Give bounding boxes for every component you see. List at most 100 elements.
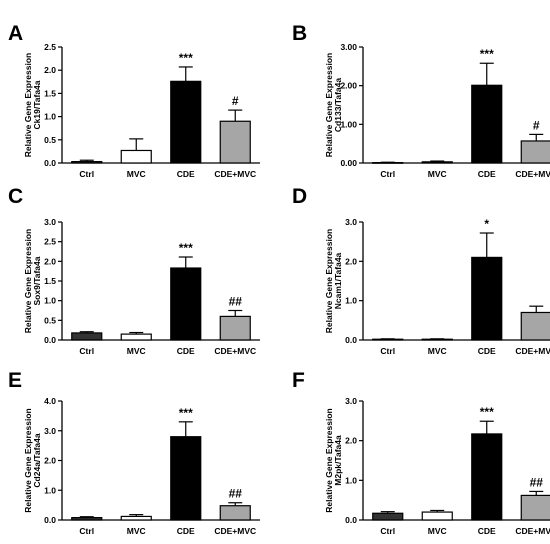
significance-mark: * — [484, 217, 489, 231]
y-tick-label: 2.0 — [345, 256, 357, 266]
y-tick-label: 3.0 — [345, 396, 357, 406]
bar-ctrl — [71, 161, 103, 164]
y-tick-label: 1.5 — [44, 276, 56, 286]
y-tick-label: 2.5 — [44, 42, 56, 52]
x-tick-label: MVC — [127, 526, 146, 536]
y-tick-label: 0.5 — [44, 315, 56, 325]
bar-cde-mvc — [520, 494, 550, 521]
x-tick-label: MVC — [428, 526, 447, 536]
x-tick-label: CDE+MVC — [214, 526, 256, 536]
panel-f: F Relative Gene Expression M2pk/Tafa4a 0.0 1… — [292, 369, 550, 536]
bar-cde — [471, 84, 503, 164]
y-axis-label-gene: Cd133/Tafa4a — [333, 78, 343, 132]
x-tick-label: Ctrl — [380, 169, 395, 179]
y-axis-label: Relative Gene Expression — [23, 229, 33, 333]
bar-cde — [471, 433, 503, 521]
x-tick-label: CDE+MVC — [515, 526, 550, 536]
y-axis-label: Relative Gene Expression — [324, 53, 334, 157]
significance-mark: *** — [179, 241, 193, 255]
x-tick-label: Ctrl — [79, 169, 94, 179]
panel-letter: F — [292, 369, 305, 392]
bar-cde-mvc — [219, 315, 251, 341]
x-tick-label: CDE+MVC — [214, 346, 256, 356]
x-tick-label: MVC — [428, 169, 447, 179]
bar-ctrl — [71, 332, 103, 341]
x-tick-label: Ctrl — [380, 526, 395, 536]
y-tick-label: 2.00 — [340, 81, 357, 91]
y-tick-label: 0.0 — [44, 158, 56, 168]
bar-ctrl — [372, 512, 404, 521]
panel-c: C Relative Gene Expression Sox9/Tafa4a 0.0 0… — [8, 185, 260, 356]
y-tick-label: 1.0 — [44, 112, 56, 122]
bar-cde — [170, 436, 202, 521]
y-tick-label: 2.5 — [44, 237, 56, 247]
bar-mvc — [421, 161, 453, 164]
panel-b: B Relative Gene Expression Cd133/Tafa4a 0.0… — [292, 22, 550, 179]
y-tick-label: 1.00 — [340, 119, 357, 129]
panel-letter: D — [292, 185, 307, 208]
y-axis-label: Relative Gene Expression — [23, 53, 33, 157]
bar-cde — [170, 80, 202, 164]
bar-cde-mvc — [520, 311, 550, 341]
y-axis-label-gene: Sox9/Tafa4a — [32, 256, 42, 305]
y-tick-label: 0.00 — [340, 158, 357, 168]
x-tick-label: MVC — [428, 346, 447, 356]
x-tick-label: MVC — [127, 346, 146, 356]
panel-e: E Relative Gene Expression Cd24a/Tafa4a 0.0… — [8, 369, 260, 536]
bar-cde-mvc — [520, 140, 550, 164]
bar-cde — [471, 256, 503, 341]
panel-letter: C — [8, 185, 23, 208]
x-tick-label: Ctrl — [380, 346, 395, 356]
y-tick-label: 3.0 — [44, 217, 56, 227]
y-tick-label: 1.0 — [44, 296, 56, 306]
y-axis-label: Relative Gene Expression — [324, 229, 334, 333]
x-tick-label: MVC — [127, 169, 146, 179]
bar-cde — [170, 267, 202, 341]
y-tick-label: 0.0 — [345, 335, 357, 345]
y-axis-label-gene: Ncam1/Tafa4a — [333, 252, 343, 309]
bar-cde-mvc — [219, 505, 251, 521]
bar-cde-mvc — [219, 120, 251, 164]
y-axis-label-gene: Cd24a/Tafa4a — [32, 433, 42, 487]
x-tick-label: CDE — [177, 346, 195, 356]
bar-ctrl — [372, 162, 404, 164]
y-tick-label: 0.0 — [44, 515, 56, 525]
y-axis-label-gene: M2pk/Tafa4a — [333, 435, 343, 486]
bar-mvc — [120, 333, 152, 341]
x-tick-label: Ctrl — [79, 526, 94, 536]
y-tick-label: 1.0 — [345, 475, 357, 485]
y-axis-label-gene: Ck19/Tafa4a — [32, 80, 42, 129]
y-tick-label: 3.0 — [44, 426, 56, 436]
y-tick-label: 1.5 — [44, 88, 56, 98]
panel-d: D Relative Gene Expression Ncam1/Tafa4a 0.0… — [292, 185, 550, 356]
x-tick-label: CDE — [478, 346, 496, 356]
bar-mvc — [120, 149, 152, 164]
bar-mvc — [421, 338, 453, 341]
x-tick-label: CDE — [478, 526, 496, 536]
y-tick-label: 2.0 — [44, 65, 56, 75]
significance-mark: # — [232, 94, 239, 108]
y-tick-label: 2.0 — [44, 256, 56, 266]
significance-mark: *** — [480, 405, 494, 419]
y-tick-label: 4.0 — [44, 396, 56, 406]
x-tick-label: CDE+MVC — [515, 169, 550, 179]
x-tick-label: CDE — [177, 526, 195, 536]
x-tick-label: CDE — [478, 169, 496, 179]
panel-letter: A — [8, 22, 23, 45]
significance-mark: *** — [179, 406, 193, 420]
y-tick-label: 0.5 — [44, 135, 56, 145]
bar-ctrl — [372, 338, 404, 341]
significance-mark: ## — [530, 475, 544, 489]
x-tick-label: CDE — [177, 169, 195, 179]
x-tick-label: Ctrl — [79, 346, 94, 356]
x-tick-label: CDE+MVC — [214, 169, 256, 179]
y-tick-label: 1.0 — [345, 296, 357, 306]
significance-mark: ## — [229, 487, 243, 501]
significance-mark: ## — [229, 295, 243, 309]
y-axis-label: Relative Gene Expression — [23, 408, 33, 512]
y-tick-label: 3.00 — [340, 42, 357, 52]
panel-letter: B — [292, 22, 307, 45]
